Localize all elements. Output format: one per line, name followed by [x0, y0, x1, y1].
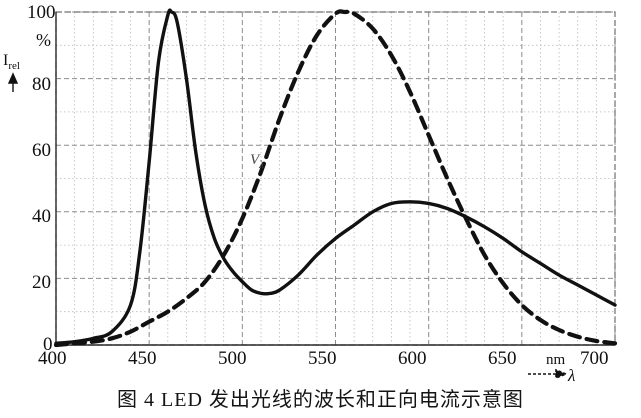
figure-caption: 图 4 LED 发出光线的波长和正向电流示意图 [117, 389, 524, 411]
x-tick-label-500: 500 [218, 348, 247, 369]
x-axis-arrow-icon [528, 368, 569, 380]
x-tick-label-700: 700 [580, 348, 609, 369]
y-tick-label-100: 100 [27, 2, 56, 23]
y-axis-label-irel: Irel [3, 52, 20, 73]
x-tick-label-650: 650 [488, 348, 517, 369]
y-tick-label-20: 20 [32, 272, 51, 293]
y-axis-unit-percent: % [36, 30, 51, 50]
y-tick-label-60: 60 [32, 140, 51, 161]
x-tick-label-550: 550 [308, 348, 337, 369]
y-tick-label-40: 40 [32, 206, 51, 227]
curve-eye-sensitivity-dashed [53, 9, 618, 348]
y-tick-label-0: 0 [43, 334, 53, 355]
x-axis-label-lambda: λ [568, 366, 576, 385]
curve-led-emission-solid [54, 8, 617, 346]
y-tick-label-80: 80 [32, 74, 51, 95]
curve-label-v-lambda: Vλ [250, 152, 264, 171]
x-tick-label-450: 450 [128, 348, 157, 369]
x-axis-unit-nm: nm [546, 352, 566, 368]
y-axis-arrow-icon [7, 72, 19, 92]
x-tick-label-600: 600 [398, 348, 427, 369]
x-tick-label-400: 400 [38, 348, 67, 369]
